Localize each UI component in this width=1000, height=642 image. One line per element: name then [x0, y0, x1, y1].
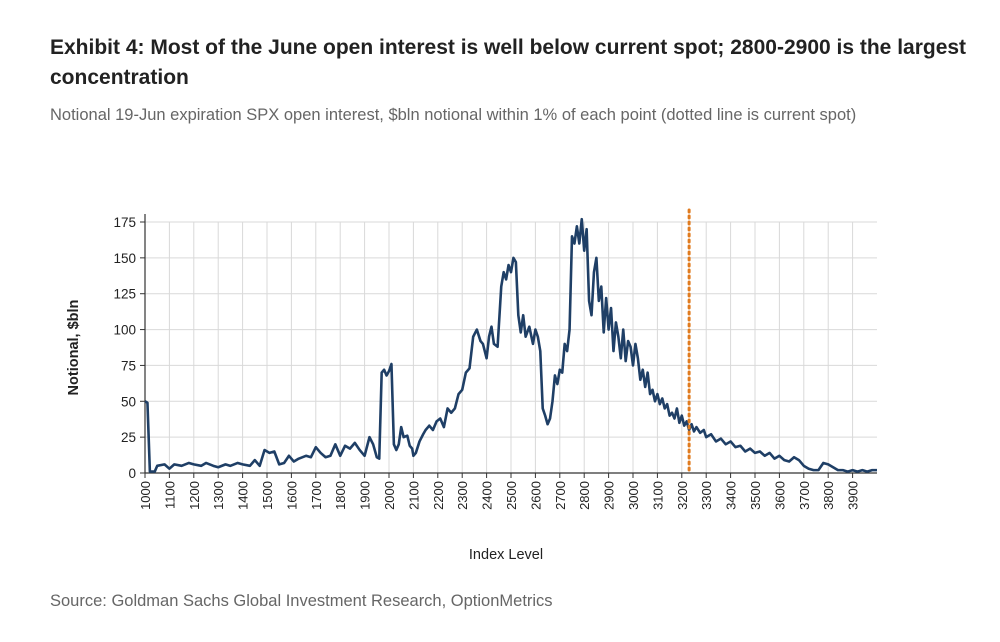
x-tick-label: 3600 [772, 481, 787, 510]
source-note: Source: Goldman Sachs Global Investment … [50, 592, 553, 610]
x-tick-label: 3100 [650, 481, 665, 510]
x-tick-label: 1400 [236, 481, 251, 510]
x-tick-label: 1900 [358, 481, 373, 510]
x-tick-label: 2600 [528, 481, 543, 510]
chart-subtitle: Notional 19-Jun expiration SPX open inte… [50, 106, 857, 124]
x-tick-label: 1600 [284, 481, 299, 510]
x-tick-label: 2400 [480, 481, 495, 510]
x-tick-label: 2100 [406, 481, 421, 510]
x-tick-label: 2200 [431, 481, 446, 510]
x-tick-label: 3500 [748, 481, 763, 510]
x-tick-label: 3300 [699, 481, 714, 510]
x-tick-label: 3700 [797, 481, 812, 510]
x-tick-label: 2500 [504, 481, 519, 510]
x-tick-label: 1800 [333, 481, 348, 510]
x-tick-label: 3900 [846, 481, 861, 510]
x-tick-label: 3400 [724, 481, 739, 510]
x-axis-title: Index Level [469, 547, 543, 563]
chart-axes [140, 214, 877, 478]
x-tick-label: 2000 [382, 481, 397, 510]
y-tick-label: 0 [128, 466, 136, 481]
y-tick-label: 175 [113, 215, 136, 230]
chart-grid [145, 221, 877, 473]
x-tick-label: 3800 [821, 481, 836, 510]
x-tick-label: 1700 [309, 481, 324, 510]
chart-series [144, 217, 877, 473]
x-tick-label: 1100 [162, 481, 177, 509]
x-tick-label: 1300 [211, 481, 226, 510]
y-tick-label: 75 [121, 358, 136, 373]
y-tick-label: 25 [121, 430, 136, 445]
x-tick-label: 1000 [138, 481, 153, 510]
y-tick-label: 100 [113, 323, 136, 338]
chart-title: Exhibit 4: Most of the June open interes… [50, 36, 967, 89]
y-axis-title: Notional, $bln [66, 300, 82, 396]
x-tick-label: 2800 [577, 481, 592, 510]
x-tick-label: 3200 [675, 481, 690, 510]
y-tick-label: 50 [121, 394, 136, 409]
series-line [144, 217, 877, 473]
chart-labels: 0 25 50 75 100 125 150 175 1000 1100 1200 1300 1400 1… [66, 215, 861, 563]
y-tick-label: 125 [113, 287, 136, 302]
x-tick-label: 2900 [602, 481, 617, 510]
x-tick-label: 3000 [626, 481, 641, 510]
x-tick-label: 1500 [260, 481, 275, 510]
y-tick-label: 150 [113, 251, 136, 266]
x-tick-label: 1200 [187, 481, 202, 510]
x-tick-label: 2300 [455, 481, 470, 510]
x-tick-label: 2700 [553, 481, 568, 510]
